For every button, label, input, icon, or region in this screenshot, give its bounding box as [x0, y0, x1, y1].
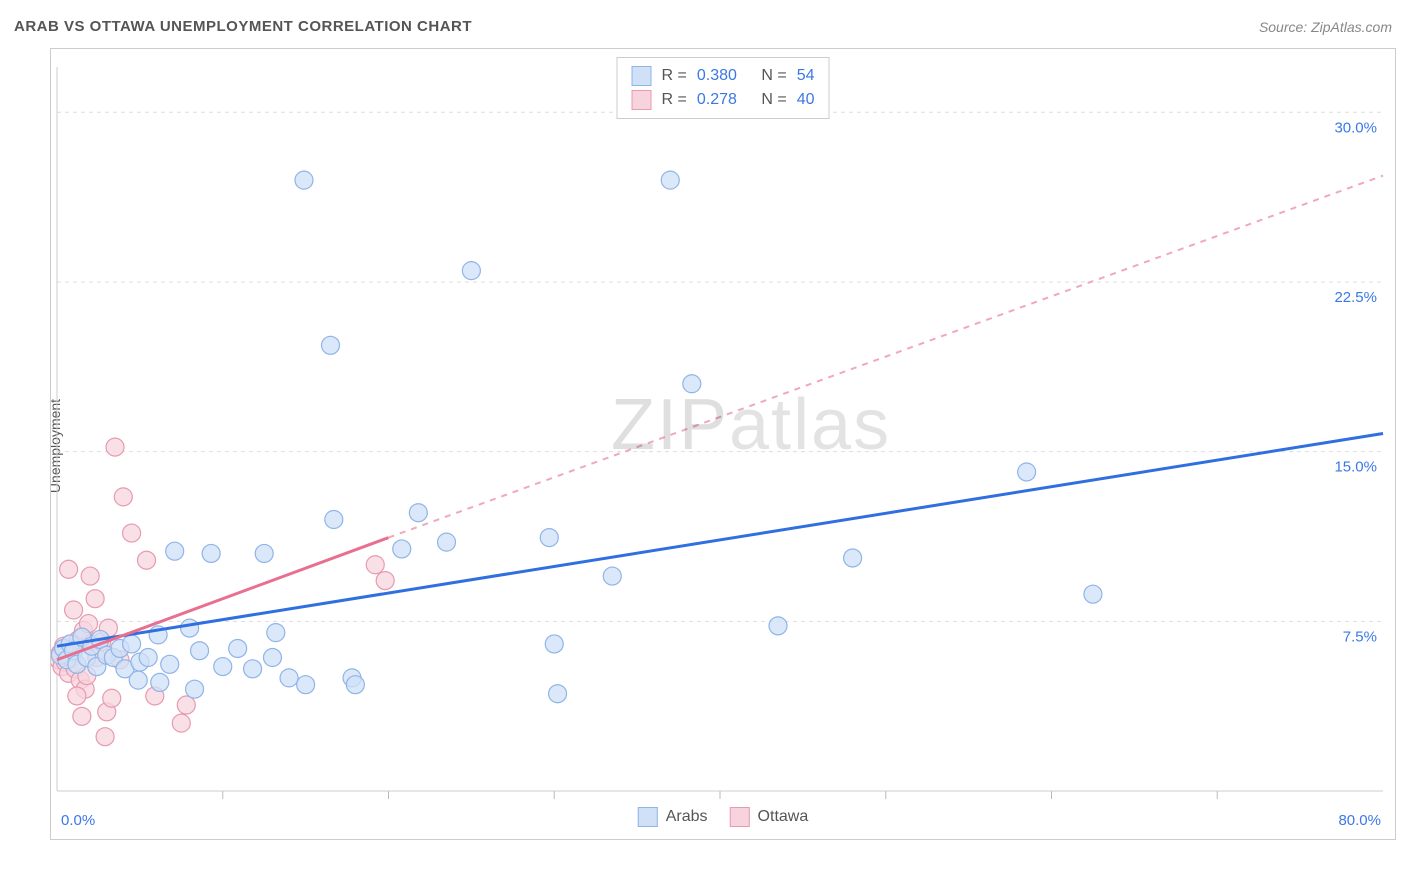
- legend-swatch-arabs: [632, 66, 652, 86]
- legend-swatch-ottawa: [632, 90, 652, 110]
- legend-label: Arabs: [666, 808, 708, 826]
- series-legend: Arabs Ottawa: [638, 807, 808, 827]
- chart-title: ARAB VS OTTAWA UNEMPLOYMENT CORRELATION …: [14, 18, 472, 35]
- r-value: 0.380: [697, 64, 737, 88]
- svg-text:7.5%: 7.5%: [1343, 628, 1377, 645]
- legend-item: Arabs: [638, 807, 708, 827]
- r-label: R =: [662, 64, 687, 88]
- legend-swatch-ottawa: [730, 807, 750, 827]
- legend-item: Ottawa: [730, 807, 809, 827]
- n-value: 40: [797, 88, 815, 112]
- legend-row: R = 0.380 N = 54: [632, 64, 815, 88]
- svg-text:22.5%: 22.5%: [1334, 289, 1377, 306]
- legend-row: R = 0.278 N = 40: [632, 88, 815, 112]
- correlation-legend: R = 0.380 N = 54 R = 0.278 N = 40: [617, 57, 830, 119]
- chart-header: ARAB VS OTTAWA UNEMPLOYMENT CORRELATION …: [14, 18, 1392, 35]
- legend-label: Ottawa: [758, 808, 809, 826]
- n-label: N =: [761, 88, 786, 112]
- legend-swatch-arabs: [638, 807, 658, 827]
- plot-svg: 7.5% 15.0% 22.5% 30.0% 0.0% 80.0%: [51, 49, 1395, 839]
- svg-text:15.0%: 15.0%: [1334, 459, 1377, 476]
- n-label: N =: [761, 64, 786, 88]
- n-value: 54: [797, 64, 815, 88]
- r-value: 0.278: [697, 88, 737, 112]
- r-label: R =: [662, 88, 687, 112]
- chart-source: Source: ZipAtlas.com: [1259, 19, 1392, 35]
- svg-text:30.0%: 30.0%: [1334, 119, 1377, 136]
- svg-text:80.0%: 80.0%: [1338, 812, 1381, 829]
- plot-area: 7.5% 15.0% 22.5% 30.0% 0.0% 80.0% R = 0.380 N…: [50, 48, 1396, 840]
- svg-text:0.0%: 0.0%: [61, 812, 95, 829]
